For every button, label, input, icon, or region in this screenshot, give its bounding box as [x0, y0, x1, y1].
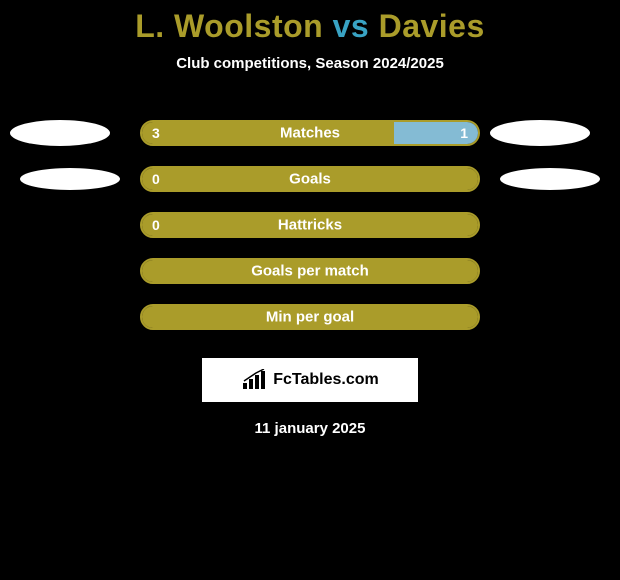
stat-row: 0Goals [0, 156, 620, 202]
brand-text: FcTables.com [273, 371, 379, 389]
stat-row: Min per goal [0, 294, 620, 340]
player2-marker [490, 120, 590, 146]
stat-bar: 0Goals [140, 166, 480, 192]
stat-row: Goals per match [0, 248, 620, 294]
brand-box: FcTables.com [202, 358, 418, 402]
player2-marker [500, 168, 600, 190]
stat-bar: 0Hattricks [140, 212, 480, 238]
stat-bar-left: 0 [142, 168, 478, 190]
stat-value-right: 1 [450, 125, 478, 141]
stat-bar: 31Matches [140, 120, 480, 146]
stat-bar-right: 1 [394, 122, 478, 144]
date-label: 11 january 2025 [0, 420, 620, 437]
vs-word: vs [333, 8, 370, 44]
stat-row: 0Hattricks [0, 202, 620, 248]
subtitle: Club competitions, Season 2024/2025 [0, 55, 620, 72]
stat-value-left: 0 [142, 217, 170, 233]
player2-name: Davies [379, 8, 485, 44]
comparison-title: L. Woolston vs Davies [0, 0, 620, 45]
bar-chart-icon [241, 369, 267, 391]
stat-bar-left: 0 [142, 214, 478, 236]
stat-bar-left: 3 [142, 122, 394, 144]
stat-row: 31Matches [0, 110, 620, 156]
stat-value-left: 0 [142, 171, 170, 187]
stat-bar-left [142, 306, 478, 328]
player1-name: L. Woolston [135, 8, 323, 44]
stat-bar: Min per goal [140, 304, 480, 330]
stat-value-left: 3 [142, 125, 170, 141]
player1-marker [20, 168, 120, 190]
player1-marker [10, 120, 110, 146]
stat-bar: Goals per match [140, 258, 480, 284]
stat-bar-left [142, 260, 478, 282]
comparison-chart: 31Matches0Goals0HattricksGoals per match… [0, 110, 620, 340]
